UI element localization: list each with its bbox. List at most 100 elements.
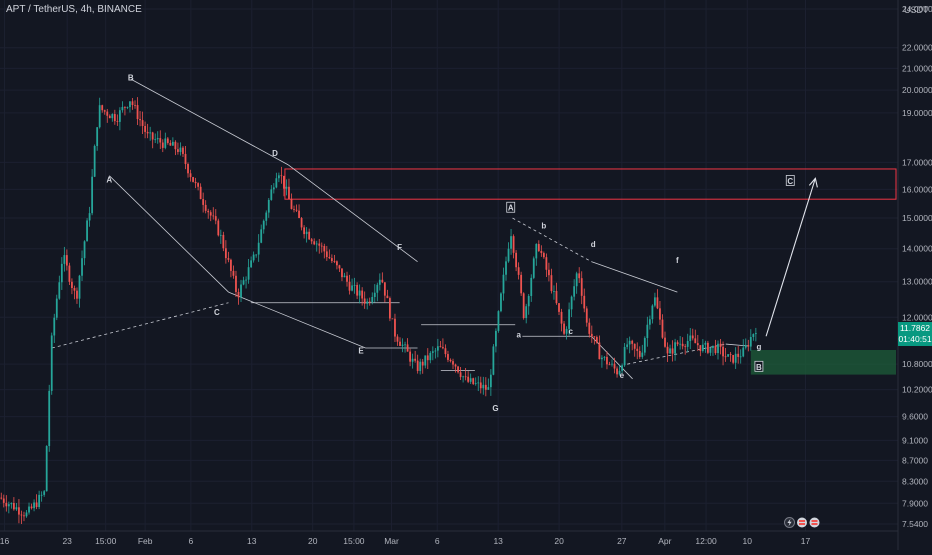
candle: [212, 215, 215, 217]
wave-label[interactable]: D: [272, 149, 278, 158]
candle: [197, 183, 200, 187]
candle: [108, 115, 111, 119]
candle: [479, 382, 482, 389]
candle: [48, 390, 51, 447]
trend-line[interactable]: [109, 175, 229, 293]
flag-icon[interactable]: [797, 517, 807, 528]
candle: [691, 335, 694, 339]
trend-line[interactable]: [288, 164, 418, 262]
candle: [308, 231, 311, 240]
wave-label[interactable]: b: [541, 222, 546, 231]
wave-label[interactable]: E: [358, 346, 364, 355]
x-tick-label: 15:00: [95, 536, 117, 546]
projection-arrow[interactable]: [765, 178, 816, 337]
candle: [33, 502, 35, 509]
wave-label[interactable]: e: [620, 371, 625, 380]
dashed-trend-line[interactable]: [512, 217, 592, 262]
dashed-trend-line[interactable]: [627, 343, 726, 365]
candle: [366, 301, 369, 304]
currency-label: USDT: [904, 5, 929, 15]
wave-label[interactable]: G: [492, 404, 498, 413]
candle: [611, 363, 613, 365]
wave-label[interactable]: A: [106, 176, 112, 185]
candle: [734, 353, 737, 363]
candle: [391, 318, 394, 320]
candle: [618, 370, 621, 375]
candle: [411, 358, 414, 362]
wave-label[interactable]: C: [214, 308, 220, 317]
candle: [177, 149, 179, 152]
wave-label[interactable]: d: [591, 240, 596, 249]
candle: [187, 164, 189, 174]
candle: [320, 245, 323, 247]
trend-line[interactable]: [130, 78, 289, 166]
candle: [727, 354, 729, 357]
candle: [595, 337, 598, 343]
candle: [507, 248, 510, 262]
candle: [578, 273, 581, 279]
candle: [305, 231, 308, 235]
candle: [346, 275, 348, 282]
candle: [76, 290, 78, 299]
support-zone[interactable]: [750, 349, 896, 375]
y-tick-label: 17.0000: [902, 157, 932, 167]
y-tick-label: 22.0000: [902, 43, 932, 53]
candle: [126, 107, 129, 108]
lightning-icon[interactable]: [784, 517, 795, 528]
candle: [452, 361, 454, 365]
candle: [43, 491, 46, 495]
trend-line[interactable]: [228, 291, 366, 349]
candle: [247, 267, 250, 280]
x-tick-label: 13: [493, 536, 503, 546]
wave-label[interactable]: f: [676, 256, 679, 265]
y-tick-label: 21.0000: [902, 63, 932, 73]
candle: [139, 119, 141, 121]
candle: [500, 293, 502, 312]
wave-label[interactable]: c: [569, 327, 574, 336]
candle: [63, 255, 66, 264]
trend-line[interactable]: [591, 335, 633, 380]
trend-line[interactable]: [591, 261, 678, 293]
candle: [671, 348, 674, 354]
candle: [601, 357, 603, 360]
trend-line[interactable]: [725, 343, 749, 347]
candle: [315, 243, 318, 245]
candle: [260, 229, 263, 243]
dashed-trend-line[interactable]: [51, 302, 229, 349]
candle: [608, 364, 611, 366]
candle: [285, 186, 288, 189]
candle: [83, 241, 86, 259]
candle: [449, 359, 452, 362]
wave-label[interactable]: F: [397, 243, 402, 252]
candle: [2, 498, 5, 503]
candle: [65, 255, 68, 266]
wave-label[interactable]: A: [508, 204, 514, 213]
candle: [489, 374, 492, 388]
wave-label[interactable]: g: [756, 342, 761, 351]
candle: [103, 110, 106, 112]
candle: [669, 348, 671, 354]
candle: [681, 343, 684, 347]
bar-countdown: 01:40:51: [898, 334, 932, 344]
candle: [116, 121, 119, 122]
y-tick-label: 9.1000: [902, 435, 928, 445]
event-flags[interactable]: [784, 517, 820, 528]
candle: [749, 337, 752, 347]
wave-label[interactable]: C: [787, 177, 793, 186]
candle: [631, 340, 634, 344]
wave-label[interactable]: a: [517, 331, 522, 340]
resistance-zone[interactable]: [284, 168, 897, 200]
candle: [537, 243, 540, 251]
candle: [0, 497, 3, 499]
candle: [389, 298, 391, 319]
candle: [270, 189, 273, 200]
flag-icon[interactable]: [809, 517, 820, 528]
wave-label[interactable]: B: [128, 74, 134, 83]
candle: [358, 290, 361, 296]
wave-label[interactable]: B: [756, 363, 762, 372]
symbol-title[interactable]: APT / TetherUS, 4h, BINANCE: [6, 4, 142, 15]
candle: [482, 384, 485, 389]
candle: [363, 298, 366, 304]
